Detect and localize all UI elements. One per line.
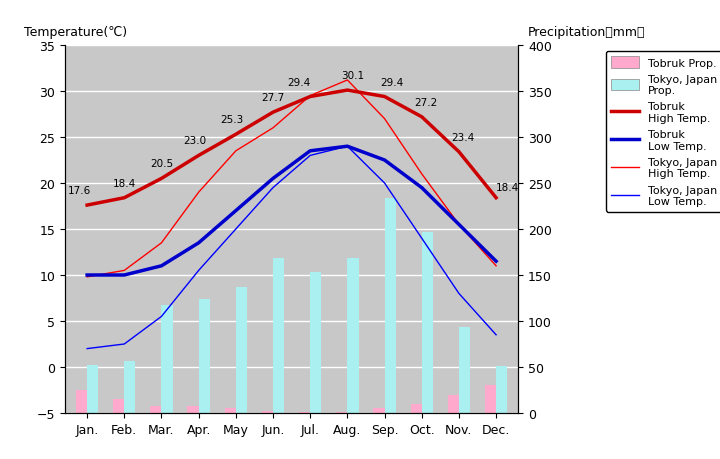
Text: 29.4: 29.4 (287, 78, 310, 87)
Bar (374, 409, 384, 413)
Bar (422, 232, 433, 413)
Bar (87, 365, 98, 413)
Legend: Tobruk Prop., Tokyo, Japan
Prop., Tobruk
High Temp., Tobruk
Low Temp., Tokyo, Ja: Tobruk Prop., Tokyo, Japan Prop., Tobruk… (606, 51, 720, 212)
Bar (125, 362, 135, 413)
Text: 23.4: 23.4 (451, 133, 474, 142)
Bar (187, 406, 199, 413)
Bar (299, 412, 310, 413)
Bar (273, 259, 284, 413)
Bar (336, 412, 347, 413)
Bar (150, 406, 161, 413)
Text: 27.7: 27.7 (261, 93, 284, 103)
Bar (384, 198, 396, 413)
Text: 30.1: 30.1 (341, 71, 364, 81)
Text: 17.6: 17.6 (68, 186, 91, 196)
Bar (347, 259, 359, 413)
Text: 18.4: 18.4 (495, 183, 519, 193)
Bar (225, 409, 236, 413)
Bar (161, 306, 173, 413)
Text: 20.5: 20.5 (150, 159, 173, 169)
Bar (262, 411, 273, 413)
Bar (236, 287, 247, 413)
Text: Temperature(℃): Temperature(℃) (24, 26, 127, 39)
Bar (410, 404, 422, 413)
Bar (76, 390, 87, 413)
Bar (113, 399, 125, 413)
Bar (459, 328, 470, 413)
Bar (496, 366, 508, 413)
Bar (448, 395, 459, 413)
Bar (199, 299, 210, 413)
Text: 29.4: 29.4 (380, 78, 404, 87)
Text: 18.4: 18.4 (112, 179, 136, 188)
Text: 27.2: 27.2 (414, 98, 437, 107)
Text: Precipitation（mm）: Precipitation（mm） (528, 26, 645, 39)
Text: 23.0: 23.0 (184, 136, 207, 146)
Bar (485, 386, 496, 413)
Bar (310, 273, 321, 413)
Text: 25.3: 25.3 (220, 115, 244, 125)
